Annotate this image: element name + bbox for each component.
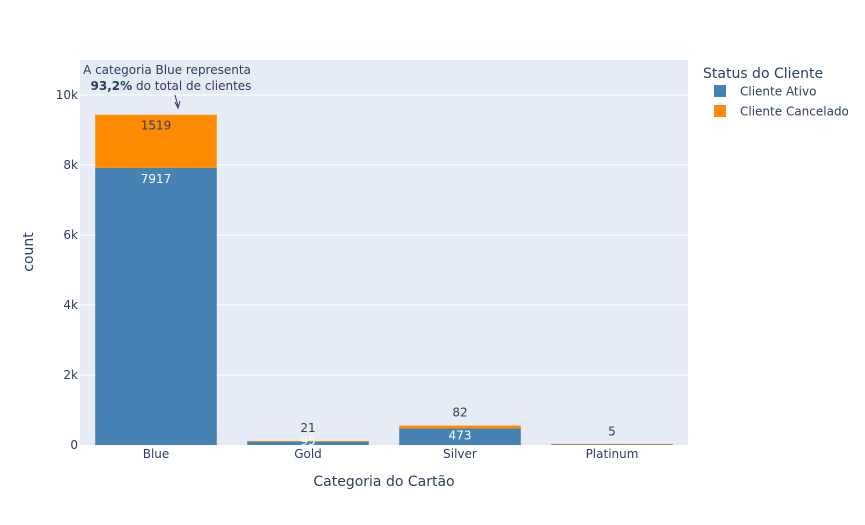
x-tick-label: Blue: [143, 447, 170, 461]
annotation-arrowhead: [174, 100, 181, 110]
annotation: A categoria Blue representa 93,2% do tot…: [83, 63, 252, 110]
bar-label: 5: [608, 424, 616, 438]
bar-gold-0: [247, 441, 369, 445]
bar-blue-0: [95, 167, 217, 445]
bar-gold-1: [247, 440, 369, 442]
legend-items: Cliente Ativo Cliente Cancelado: [714, 85, 849, 119]
x-tick-label: Platinum: [586, 447, 639, 461]
x-tick-label: Gold: [294, 447, 322, 461]
legend-title: Status do Cliente: [703, 66, 823, 82]
bar-label: 7917: [141, 172, 172, 186]
annotation-line2: 93,2% do total de clientes: [91, 79, 252, 93]
bars: [95, 114, 673, 445]
y-tick-label: 2k: [63, 368, 78, 382]
bar-label: 473: [449, 429, 472, 443]
x-axis-title: Categoria do Cartão: [313, 474, 454, 490]
bar-label: 82: [452, 406, 467, 420]
legend-swatch: [714, 105, 726, 117]
x-tick-label: Silver: [443, 447, 477, 461]
bar-label: 1519: [141, 119, 172, 133]
bar-silver-1: [399, 425, 521, 429]
annotation-bold: 93,2%: [91, 79, 133, 93]
y-tick-label: 6k: [63, 228, 78, 242]
y-axis-title: count: [21, 232, 37, 272]
bar-silver-0: [399, 428, 521, 445]
bar-platinum-0: [551, 444, 673, 445]
annotation-line1: A categoria Blue representa: [83, 63, 251, 77]
x-tick-labels: Blue Gold Silver Platinum: [143, 447, 639, 461]
y-tick-labels: 0 2k 4k 6k 8k 10k: [56, 88, 78, 452]
bar-platinum-1: [551, 443, 673, 445]
y-tick-label: 10k: [56, 88, 78, 102]
annotation-arrow: [174, 94, 179, 107]
y-tick-label: 8k: [63, 158, 78, 172]
legend-label: Cliente Cancelado: [740, 105, 849, 119]
y-tick-label: 0: [70, 438, 78, 452]
legend: Status do Cliente Cliente Ativo Cliente C…: [703, 66, 849, 119]
legend-swatch: [714, 85, 726, 97]
bar-label: 95: [300, 434, 315, 448]
bar-blue-1: [95, 114, 217, 168]
bar-label: 21: [300, 421, 315, 435]
y-tick-label: 4k: [63, 298, 78, 312]
annotation-rest: do total de clientes: [132, 79, 251, 93]
legend-label: Cliente Ativo: [740, 85, 816, 99]
